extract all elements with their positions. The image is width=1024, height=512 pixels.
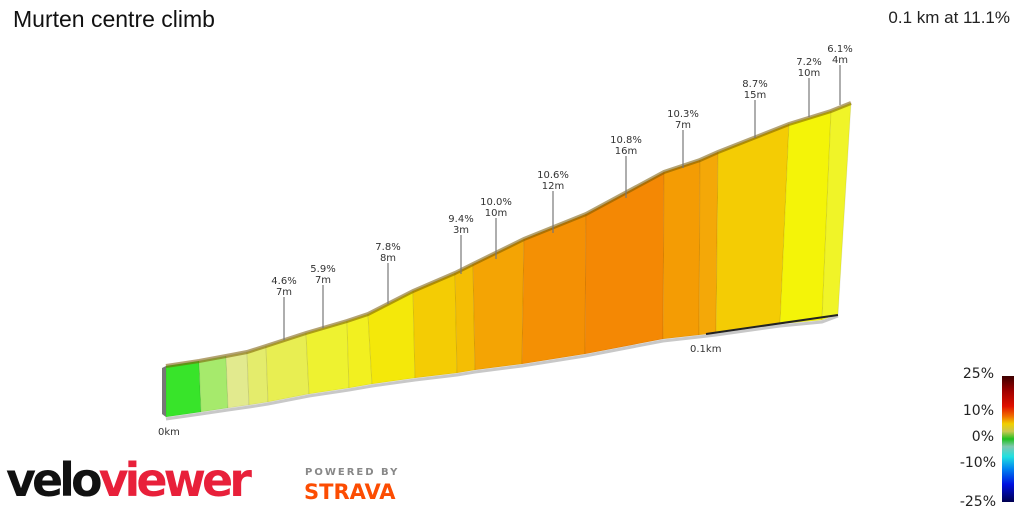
svg-text:7.8%: 7.8%	[375, 242, 400, 253]
gradient-color-bar	[1002, 376, 1014, 502]
profile-segment	[662, 159, 701, 340]
segment-annotation: 10.3%7m	[667, 109, 699, 168]
svg-text:10m: 10m	[798, 68, 820, 79]
gradient-legend: 25% 10% 0% -10% -25%	[950, 366, 1024, 512]
profile-segment	[246, 345, 269, 406]
profile-segment	[198, 355, 229, 413]
powered-by-label: POWERED BY	[305, 467, 400, 478]
x-axis-label-start: 0km	[158, 427, 180, 438]
svg-text:7m: 7m	[675, 120, 691, 131]
svg-text:7.2%: 7.2%	[796, 57, 821, 68]
page-title: Murten centre climb	[13, 6, 215, 32]
profile-segments: 0km 0.1km	[158, 101, 852, 438]
segment-annotation: 6.1%4m	[827, 44, 853, 105]
legend-tick: 25%	[962, 366, 994, 382]
segment-annotation: 8.7%15m	[742, 79, 768, 138]
svg-text:4.6%: 4.6%	[271, 276, 296, 287]
profile-segment	[367, 290, 416, 385]
svg-text:12m: 12m	[542, 181, 564, 192]
veloviewer-logo: veloviewer	[6, 453, 252, 507]
svg-text:10m: 10m	[485, 208, 507, 219]
climb-summary: 0.1 km at 11.1%	[888, 8, 1010, 27]
segment-annotation: 7.8%8m	[375, 242, 401, 304]
segment-annotations: 4.6%7m5.9%7m7.8%8m9.4%3m10.0%10m10.6%12m…	[271, 44, 853, 340]
profile-segment	[698, 151, 719, 336]
segment-annotation: 10.6%12m	[537, 170, 569, 233]
strava-logo: STRAVA	[304, 480, 396, 504]
legend-tick: -25%	[959, 494, 996, 510]
profile-segment	[584, 171, 665, 355]
svg-text:15m: 15m	[744, 90, 766, 101]
svg-text:3m: 3m	[453, 225, 469, 236]
svg-text:7m: 7m	[276, 287, 292, 298]
legend-tick: -10%	[959, 455, 996, 471]
profile-segment	[225, 351, 250, 409]
svg-text:16m: 16m	[615, 146, 637, 157]
svg-text:8m: 8m	[380, 253, 396, 264]
svg-text:4m: 4m	[832, 55, 848, 66]
segment-annotation: 10.8%16m	[610, 135, 642, 198]
svg-text:7m: 7m	[315, 275, 331, 286]
svg-text:5.9%: 5.9%	[310, 264, 335, 275]
segment-annotation: 5.9%7m	[310, 264, 336, 328]
segment-annotation: 4.6%7m	[271, 276, 297, 340]
legend-tick: 10%	[962, 403, 994, 419]
segment-annotation: 7.2%10m	[796, 57, 822, 117]
svg-text:10.8%: 10.8%	[610, 135, 642, 146]
x-axis-label-0.1km: 0.1km	[690, 344, 721, 355]
profile-segment	[165, 360, 202, 418]
profile-segment	[454, 263, 476, 374]
svg-text:10.3%: 10.3%	[667, 109, 699, 120]
svg-text:10.0%: 10.0%	[480, 197, 512, 208]
segment-annotation: 10.0%10m	[480, 197, 512, 259]
legend-tick: 0%	[971, 429, 994, 445]
svg-text:10.6%: 10.6%	[537, 170, 569, 181]
svg-text:6.1%: 6.1%	[827, 44, 852, 55]
svg-text:9.4%: 9.4%	[448, 214, 473, 225]
svg-text:8.7%: 8.7%	[742, 79, 767, 90]
segment-annotation: 9.4%3m	[448, 214, 474, 274]
profile-segment	[715, 123, 790, 334]
